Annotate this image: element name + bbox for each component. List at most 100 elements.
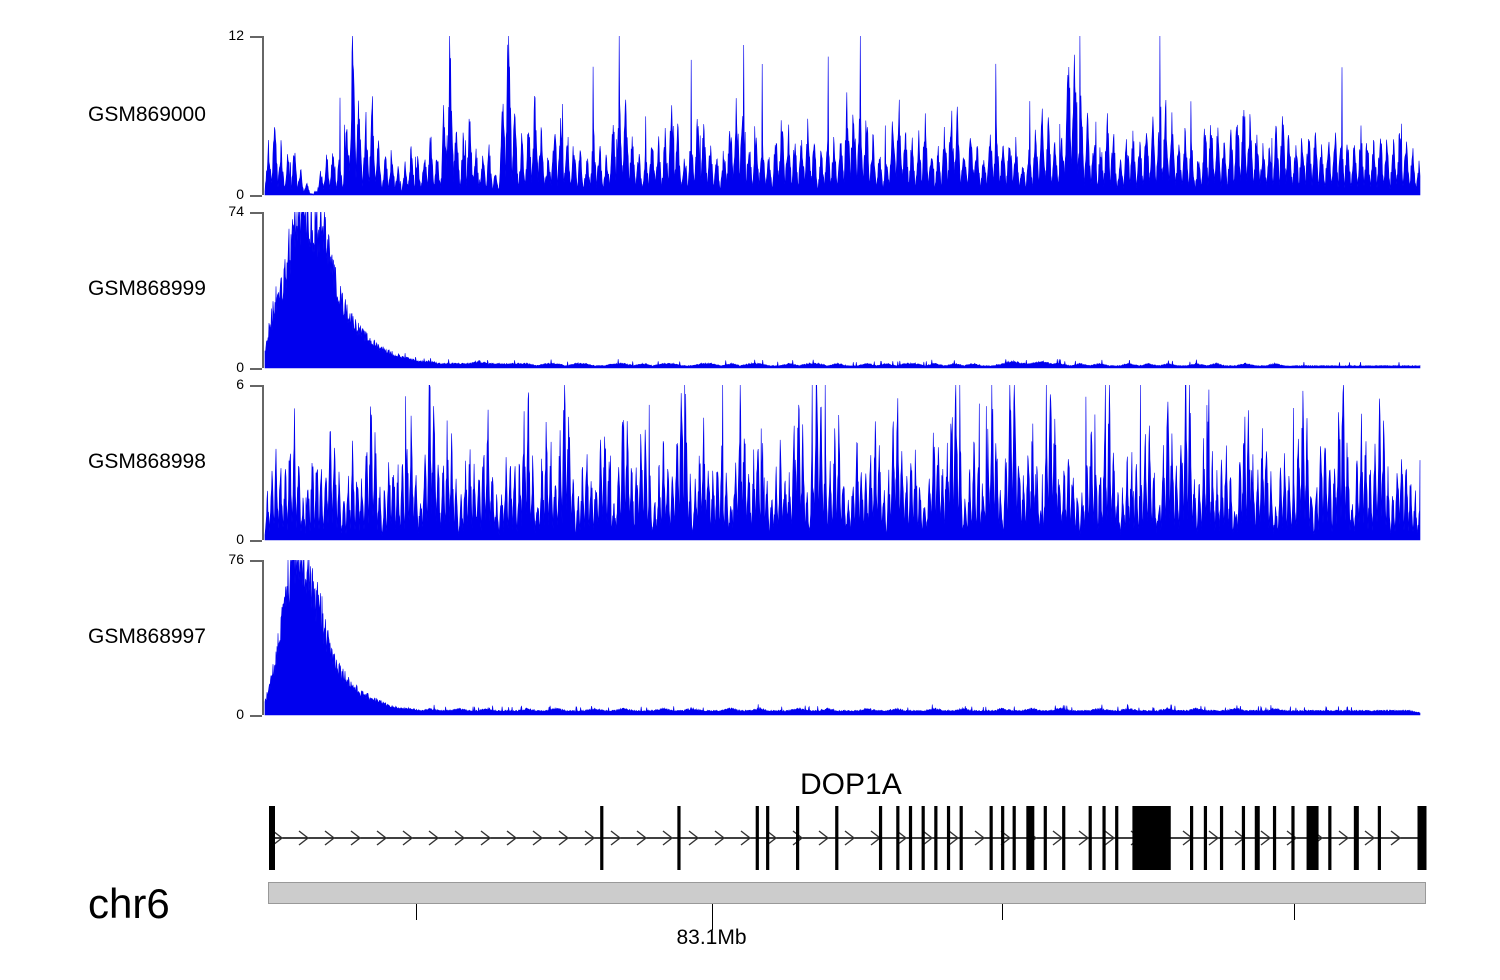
y-axis-tick bbox=[250, 385, 262, 387]
exon-block[interactable] bbox=[934, 806, 938, 870]
coverage-area bbox=[264, 212, 1421, 369]
exon-block[interactable] bbox=[1161, 806, 1171, 870]
strand-arrow-icon bbox=[766, 830, 778, 846]
strand-arrow-icon bbox=[688, 830, 700, 846]
strand-arrow-icon bbox=[844, 830, 856, 846]
coverage-plot-gsm868999[interactable] bbox=[0, 212, 1500, 370]
strand-arrow-icon bbox=[1364, 830, 1376, 846]
exon-block[interactable] bbox=[1001, 806, 1005, 870]
y-axis-max-label: 6 bbox=[236, 376, 244, 392]
y-axis-tick bbox=[250, 195, 262, 197]
ruler-tick-labeled bbox=[711, 904, 713, 930]
strand-arrow-icon bbox=[1052, 830, 1064, 846]
coverage-area bbox=[264, 385, 1421, 541]
strand-arrow-icon bbox=[948, 830, 960, 846]
exon-block[interactable] bbox=[1291, 806, 1295, 870]
exon-block[interactable] bbox=[1203, 806, 1208, 870]
strand-arrow-icon bbox=[532, 830, 544, 846]
exon-block[interactable] bbox=[1417, 806, 1427, 870]
y-axis-line bbox=[262, 385, 264, 540]
y-axis-tick bbox=[250, 212, 262, 214]
exon-block[interactable] bbox=[1353, 806, 1359, 870]
exon-block[interactable] bbox=[1115, 806, 1119, 870]
track-label-gsm868999[interactable]: GSM868999 bbox=[88, 277, 206, 300]
genome-ruler: chr6 83.1Mb bbox=[0, 876, 1500, 980]
exon-block[interactable] bbox=[896, 806, 900, 870]
strand-arrow-icon bbox=[324, 830, 336, 846]
strand-arrow-icon bbox=[558, 830, 570, 846]
exon-block[interactable] bbox=[989, 806, 993, 870]
strand-arrow-icon bbox=[1286, 830, 1298, 846]
track-label-gsm868997[interactable]: GSM868997 bbox=[88, 624, 206, 648]
strand-arrow-icon bbox=[428, 830, 440, 846]
y-axis-tick bbox=[250, 715, 262, 717]
exon-block[interactable] bbox=[878, 806, 883, 870]
coverage-plot-gsm869000[interactable] bbox=[0, 36, 1500, 197]
exon-block[interactable] bbox=[908, 806, 913, 870]
exon-block[interactable] bbox=[1254, 806, 1260, 870]
exon-block[interactable] bbox=[766, 806, 770, 870]
exon-block[interactable] bbox=[1241, 806, 1246, 870]
strand-arrow-icon bbox=[376, 830, 388, 846]
y-axis-min-label: 0 bbox=[236, 706, 244, 722]
exon-block[interactable] bbox=[1062, 806, 1066, 870]
strand-arrow-icon bbox=[1260, 830, 1272, 846]
strand-arrow-icon bbox=[662, 830, 674, 846]
ruler-bar[interactable] bbox=[268, 882, 1426, 904]
exon-block[interactable] bbox=[600, 806, 604, 870]
exon-block[interactable] bbox=[1190, 806, 1194, 870]
exon-block[interactable] bbox=[677, 806, 681, 870]
coverage-plot-gsm868998[interactable] bbox=[0, 385, 1500, 542]
exon-block[interactable] bbox=[1088, 806, 1092, 870]
exon-block[interactable] bbox=[796, 806, 800, 870]
gene-model-svg[interactable] bbox=[0, 760, 1500, 880]
strand-arrow-icon bbox=[350, 830, 362, 846]
strand-arrow-icon bbox=[1390, 830, 1402, 846]
y-axis-min-label: 0 bbox=[236, 359, 244, 375]
y-axis-min-label: 0 bbox=[236, 531, 244, 547]
y-axis-max-label: 76 bbox=[228, 551, 244, 567]
strand-arrow-icon bbox=[1208, 830, 1220, 846]
exon-block[interactable] bbox=[1328, 806, 1332, 870]
exon-block[interactable] bbox=[835, 806, 839, 870]
exon-block[interactable] bbox=[1012, 806, 1016, 870]
y-axis-min-label: 0 bbox=[236, 186, 244, 202]
exon-block[interactable] bbox=[1026, 806, 1035, 870]
track-label-gsm868998[interactable]: GSM868998 bbox=[88, 449, 206, 473]
exon-block[interactable] bbox=[755, 806, 759, 870]
y-axis-tick bbox=[250, 560, 262, 562]
gene-label[interactable]: DOP1A bbox=[800, 768, 902, 801]
coverage-plot-gsm868997[interactable] bbox=[0, 560, 1500, 717]
exon-block[interactable] bbox=[959, 806, 963, 870]
exon-block[interactable] bbox=[1272, 806, 1277, 870]
coverage-area bbox=[264, 36, 1421, 196]
y-axis-line bbox=[262, 36, 264, 195]
exon-block[interactable] bbox=[1377, 806, 1381, 870]
strand-arrow-icon bbox=[298, 830, 310, 846]
exon-block[interactable] bbox=[946, 806, 951, 870]
exon-block[interactable] bbox=[1133, 806, 1164, 870]
exon-block[interactable] bbox=[1219, 806, 1224, 870]
strand-arrow-icon bbox=[714, 830, 726, 846]
y-axis-tick bbox=[250, 540, 262, 542]
strand-arrow-icon bbox=[922, 830, 934, 846]
ruler-tick bbox=[1002, 904, 1004, 920]
strand-arrow-icon bbox=[272, 830, 284, 846]
strand-arrow-icon bbox=[792, 830, 804, 846]
strand-arrow-icon bbox=[1078, 830, 1090, 846]
strand-arrow-icon bbox=[454, 830, 466, 846]
strand-arrow-icon bbox=[610, 830, 622, 846]
strand-arrow-icon bbox=[1104, 830, 1116, 846]
exon-block[interactable] bbox=[1043, 806, 1047, 870]
y-axis-max-label: 12 bbox=[228, 27, 244, 43]
exon-block[interactable] bbox=[921, 806, 925, 870]
exon-block[interactable] bbox=[269, 806, 275, 870]
exon-block[interactable] bbox=[1306, 806, 1319, 870]
strand-arrow-icon bbox=[402, 830, 414, 846]
strand-arrow-icon bbox=[584, 830, 596, 846]
strand-arrow-icon bbox=[740, 830, 752, 846]
track-label-gsm869000[interactable]: GSM869000 bbox=[88, 102, 206, 126]
exon-block[interactable] bbox=[1102, 806, 1106, 870]
ruler-position-label: 83.1Mb bbox=[676, 926, 747, 949]
